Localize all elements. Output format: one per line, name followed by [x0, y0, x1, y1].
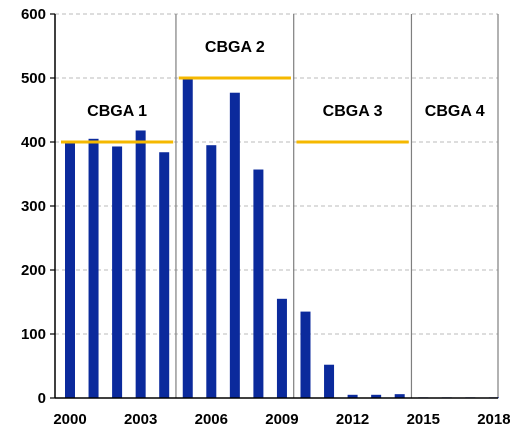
bar-2002	[112, 146, 123, 398]
x-tick-label-2000: 2000	[53, 411, 86, 428]
bar-2003	[135, 130, 146, 399]
bar-2005	[182, 78, 193, 398]
y-tick-labels: 0 100 200 300 400 500 600	[21, 6, 46, 407]
y-tick-label-500: 500	[21, 70, 46, 87]
period-label-3: CBGA 3	[323, 103, 383, 120]
ceiling-lines	[61, 76, 409, 144]
x-tick-label-2015: 2015	[407, 411, 440, 428]
bar-2014	[394, 394, 405, 398]
y-tick-label-0: 0	[38, 390, 46, 407]
axes	[50, 13, 498, 399]
y-tick-label-600: 600	[21, 6, 46, 23]
bar-2010	[300, 311, 311, 398]
x-tick-label-2018: 2018	[477, 411, 510, 428]
period-labels: CBGA 1 CBGA 2 CBGA 3 CBGA 4	[87, 39, 485, 120]
bar-2013	[371, 394, 382, 398]
bar-2007	[229, 92, 240, 398]
bar-2011	[324, 364, 335, 398]
x-tick-labels: 2000 2003 2006 2009 2012 2015 2018	[53, 411, 510, 428]
bar-2000	[65, 142, 75, 398]
bar-2001	[88, 138, 99, 399]
x-tick-label-2006: 2006	[195, 411, 228, 428]
bar-2008	[253, 169, 264, 398]
period-label-4: CBGA 4	[425, 103, 485, 120]
y-tick-label-100: 100	[21, 326, 46, 343]
y-tick-label-400: 400	[21, 134, 46, 151]
bar-2012	[347, 394, 358, 398]
period-dividers	[175, 14, 499, 398]
y-tick-label-200: 200	[21, 262, 46, 279]
x-tick-label-2009: 2009	[265, 411, 298, 428]
period-label-1: CBGA 1	[87, 103, 147, 120]
bar-2009	[276, 298, 287, 398]
x-tick-label-2012: 2012	[336, 411, 369, 428]
period-label-2: CBGA 2	[205, 39, 265, 56]
bars	[65, 78, 499, 399]
y-tick-label-300: 300	[21, 198, 46, 215]
bar-2006	[206, 145, 217, 398]
bar-2004	[159, 152, 170, 398]
x-tick-label-2003: 2003	[124, 411, 157, 428]
